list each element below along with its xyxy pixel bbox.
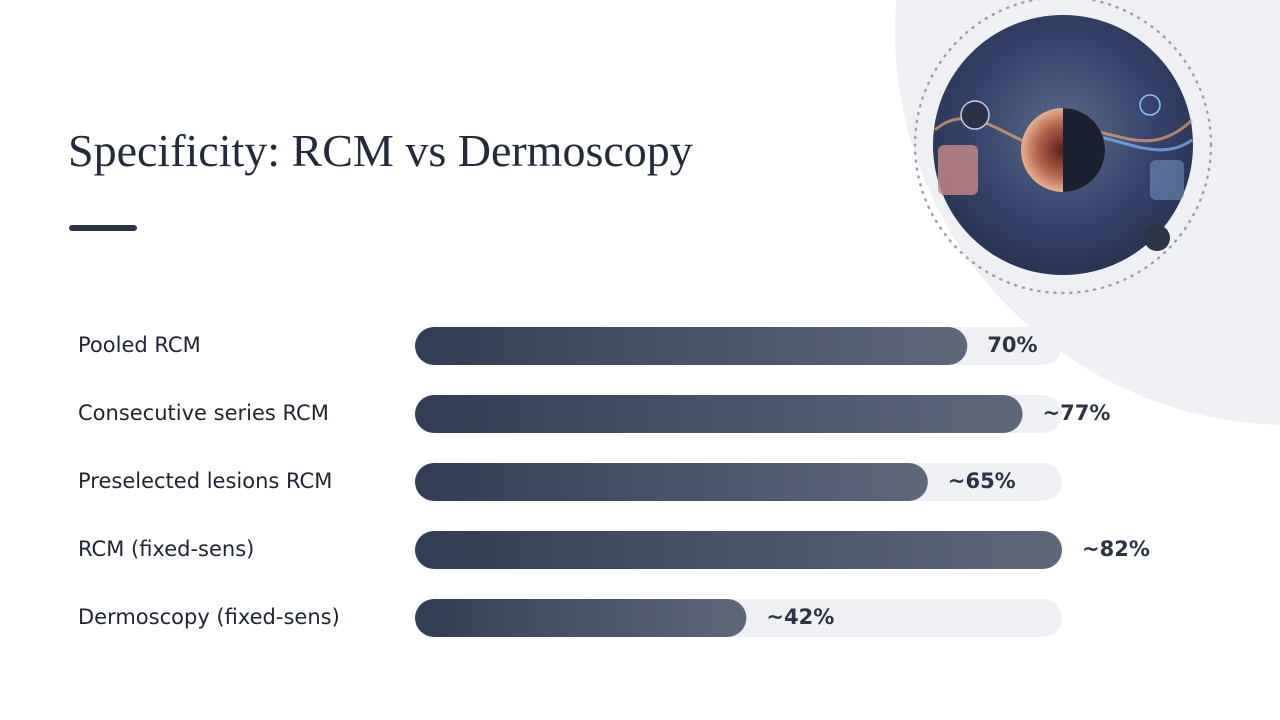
bar	[415, 531, 1062, 569]
bar	[415, 395, 1023, 433]
category-label: Pooled RCM	[78, 333, 201, 357]
category-label: Dermoscopy (fixed-sens)	[78, 605, 340, 629]
value-label: ~65%	[948, 469, 1016, 493]
category-label: Preselected lesions RCM	[78, 469, 332, 493]
title-underline	[69, 225, 137, 231]
bar	[415, 327, 968, 365]
bar	[415, 599, 747, 637]
accent-dot	[1144, 225, 1170, 251]
category-label: Consecutive series RCM	[78, 401, 329, 425]
dotted-ring	[913, 0, 1213, 295]
illustration	[933, 15, 1194, 275]
bar-chart: Pooled RCM 70% Consecutive series RCM ~77% P…	[78, 327, 1150, 637]
category-label: RCM (fixed-sens)	[78, 537, 254, 561]
chart-title: Specificity: RCM vs Dermoscopy	[68, 125, 693, 176]
bar	[415, 463, 928, 501]
value-label: ~42%	[766, 605, 834, 629]
value-label: 70%	[987, 333, 1037, 357]
value-label: ~77%	[1043, 401, 1111, 425]
value-label: ~82%	[1082, 537, 1150, 561]
